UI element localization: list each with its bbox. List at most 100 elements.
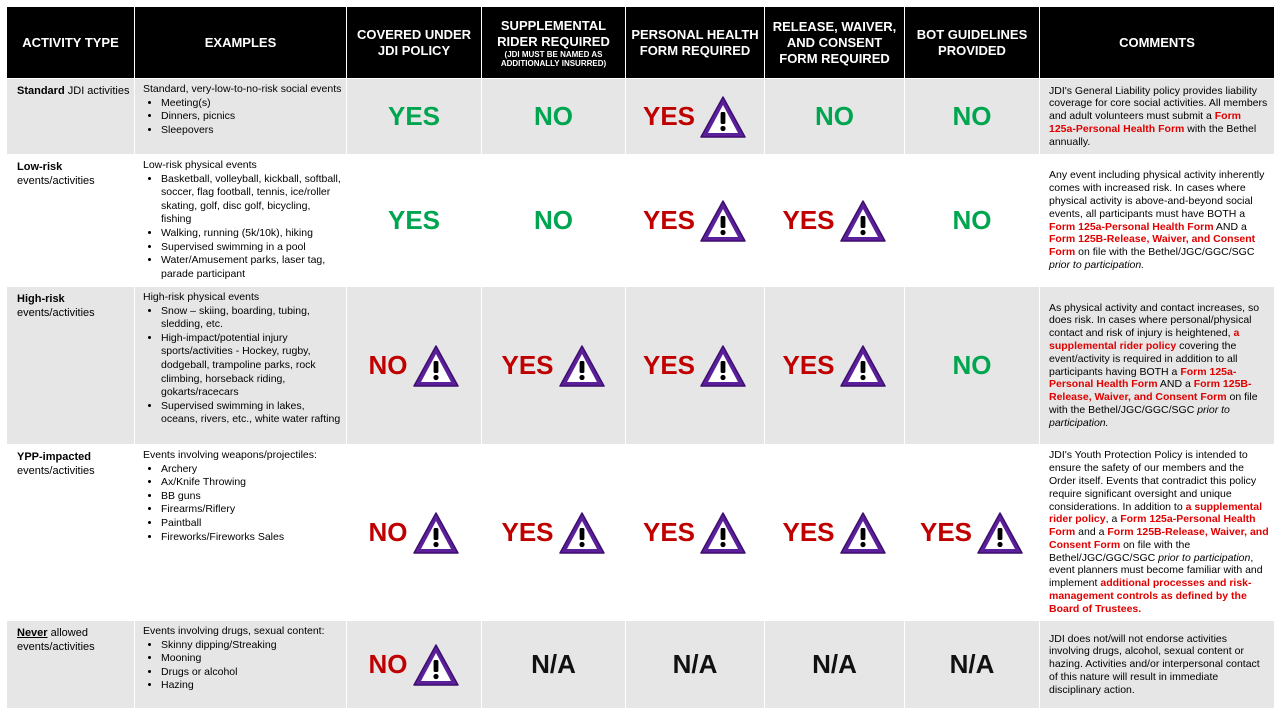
- header-title: ACTIVITY TYPE: [22, 34, 119, 50]
- status-text: NO: [815, 101, 854, 131]
- comment-text: prior to participation.: [1049, 403, 1230, 429]
- warning-icon: [412, 344, 459, 387]
- example-item: Basketball, volleyball, kickball, softba…: [161, 173, 342, 227]
- status: YES: [388, 101, 440, 132]
- column-header: BOT GUIDELINES PROVIDED: [904, 6, 1040, 79]
- examples-cell: Standard, very-low-to-no-risk social eve…: [134, 78, 347, 155]
- examples-cell: Events involving drugs, sexual content: S…: [134, 620, 347, 709]
- comment-text: , event planners must become familiar wi…: [1049, 551, 1263, 590]
- status-text: YES: [501, 350, 554, 380]
- status-text: N/A: [531, 649, 576, 679]
- activity-desc: allowed events/activities: [17, 627, 95, 653]
- example-item: Ax/Knife Throwing: [161, 476, 342, 490]
- comment-text: AND a: [1157, 378, 1194, 391]
- status-cell: NO: [346, 286, 482, 445]
- examples-intro: Standard, very-low-to-no-risk social eve…: [143, 83, 342, 95]
- status: YES: [643, 95, 747, 139]
- status-text: YES: [501, 517, 554, 547]
- status: NO: [953, 101, 992, 132]
- activity-desc: events/activities: [17, 307, 95, 319]
- header-title: SUPPLEMENTAL RIDER REQUIRED: [497, 17, 610, 49]
- status: YES: [782, 199, 886, 243]
- examples-cell: High-risk physical events Snow – skiing, …: [134, 286, 347, 445]
- example-item: Walking, running (5k/10k), hiking: [161, 227, 342, 241]
- examples-list: Snow – skiing, boarding, tubing, sleddin…: [143, 305, 342, 427]
- example-item: Fireworks/Fireworks Sales: [161, 531, 342, 545]
- comment-text: and a: [1075, 526, 1108, 539]
- comment-text: covering the event/activity is required …: [1049, 339, 1238, 378]
- status: NO: [369, 643, 460, 687]
- header-title: EXAMPLES: [204, 34, 277, 50]
- comment-text: a supplemental rider policy: [1049, 500, 1263, 526]
- activity-name: YPP-impacted: [17, 451, 91, 463]
- status-cell: NO: [904, 154, 1040, 287]
- column-header: ACTIVITY TYPE: [6, 6, 135, 79]
- status: NO: [369, 511, 460, 555]
- comment-text: Any event including physical activity in…: [1049, 169, 1265, 220]
- comment-text: Form 125B-Release, Waiver, and Consent F…: [1049, 378, 1252, 404]
- header-title: PERSONAL HEALTH FORM REQUIRED: [631, 26, 759, 58]
- activity-desc: events/activities: [17, 175, 95, 187]
- status-cell: N/A: [481, 620, 626, 709]
- example-item: Meeting(s): [161, 97, 342, 111]
- status-cell: YES: [346, 154, 482, 287]
- status-cell: YES: [625, 444, 765, 621]
- activity-cell: High-risk events/activities: [6, 286, 135, 445]
- status: N/A: [950, 649, 995, 680]
- warning-icon: [977, 511, 1023, 554]
- comment-text: Form 125a-Personal Health Form: [1049, 110, 1242, 135]
- status-cell: YES: [625, 78, 765, 155]
- status: NO: [815, 101, 854, 132]
- activity-name: High-risk: [17, 293, 65, 305]
- status: NO: [534, 101, 573, 132]
- status-text: N/A: [812, 649, 857, 679]
- status-text: YES: [782, 205, 835, 235]
- table-row: Low-risk events/activities Low-risk physi…: [6, 154, 1275, 287]
- table-row: Standard JDI activities Standard, very-lo…: [6, 78, 1275, 155]
- status-cell: NO: [481, 154, 626, 287]
- example-item: Firearms/Riflery: [161, 503, 342, 517]
- table-row: High-risk events/activities High-risk phy…: [6, 286, 1275, 445]
- warning-icon: [839, 511, 886, 554]
- example-item: Hazing: [161, 679, 342, 693]
- example-item: High-impact/potential injury sports/acti…: [161, 332, 342, 400]
- status-text: NO: [952, 350, 992, 380]
- examples-intro: High-risk physical events: [143, 291, 260, 303]
- status-cell: NO: [904, 286, 1040, 445]
- comment-text: JDI's Youth Protection Policy is intende…: [1049, 449, 1257, 513]
- comment-text: As physical activity and contact increas…: [1049, 301, 1260, 340]
- status-cell: N/A: [764, 620, 905, 709]
- comment-text: Form 125a-Personal Health Form: [1049, 220, 1214, 233]
- comment-cell: Any event including physical activity in…: [1039, 154, 1275, 287]
- status: YES: [782, 344, 886, 388]
- header-note: (JDI MUST BE NAMED AS ADDITIONALLY INSUR…: [500, 49, 607, 68]
- example-item: Water/Amusement parks, laser tag, parade…: [161, 254, 342, 281]
- warning-icon: [700, 95, 746, 138]
- status: YES: [643, 199, 747, 243]
- status: YES: [782, 511, 886, 555]
- example-item: Drugs or alcohol: [161, 666, 342, 680]
- status-cell: YES: [625, 286, 765, 445]
- status-text: YES: [387, 101, 441, 131]
- comment-text: prior to participation: [1158, 551, 1251, 564]
- comment-text: Form 125a-Personal Health Form: [1049, 513, 1256, 539]
- status-cell: YES: [764, 286, 905, 445]
- header-title: BOT GUIDELINES PROVIDED: [916, 26, 1028, 58]
- examples-intro: Events involving weapons/projectiles:: [143, 449, 317, 461]
- status-cell: YES: [481, 444, 626, 621]
- comment-text: AND a: [1213, 220, 1247, 233]
- status-text: N/A: [672, 649, 718, 679]
- status-cell: NO: [764, 78, 905, 155]
- status-text: YES: [642, 101, 696, 131]
- status-text: NO: [952, 205, 992, 235]
- status-cell: YES: [481, 286, 626, 445]
- examples-intro: Events involving drugs, sexual content:: [143, 625, 325, 637]
- status-text: YES: [782, 350, 835, 380]
- table-body: Standard JDI activities Standard, very-lo…: [6, 78, 1275, 709]
- example-item: Archery: [161, 463, 342, 477]
- status-cell: YES: [625, 154, 765, 287]
- status-cell: YES: [764, 154, 905, 287]
- comment-text: prior to participation.: [1049, 258, 1145, 271]
- warning-icon: [412, 511, 459, 554]
- examples-list: ArcheryAx/Knife ThrowingBB gunsFirearms/…: [143, 463, 342, 545]
